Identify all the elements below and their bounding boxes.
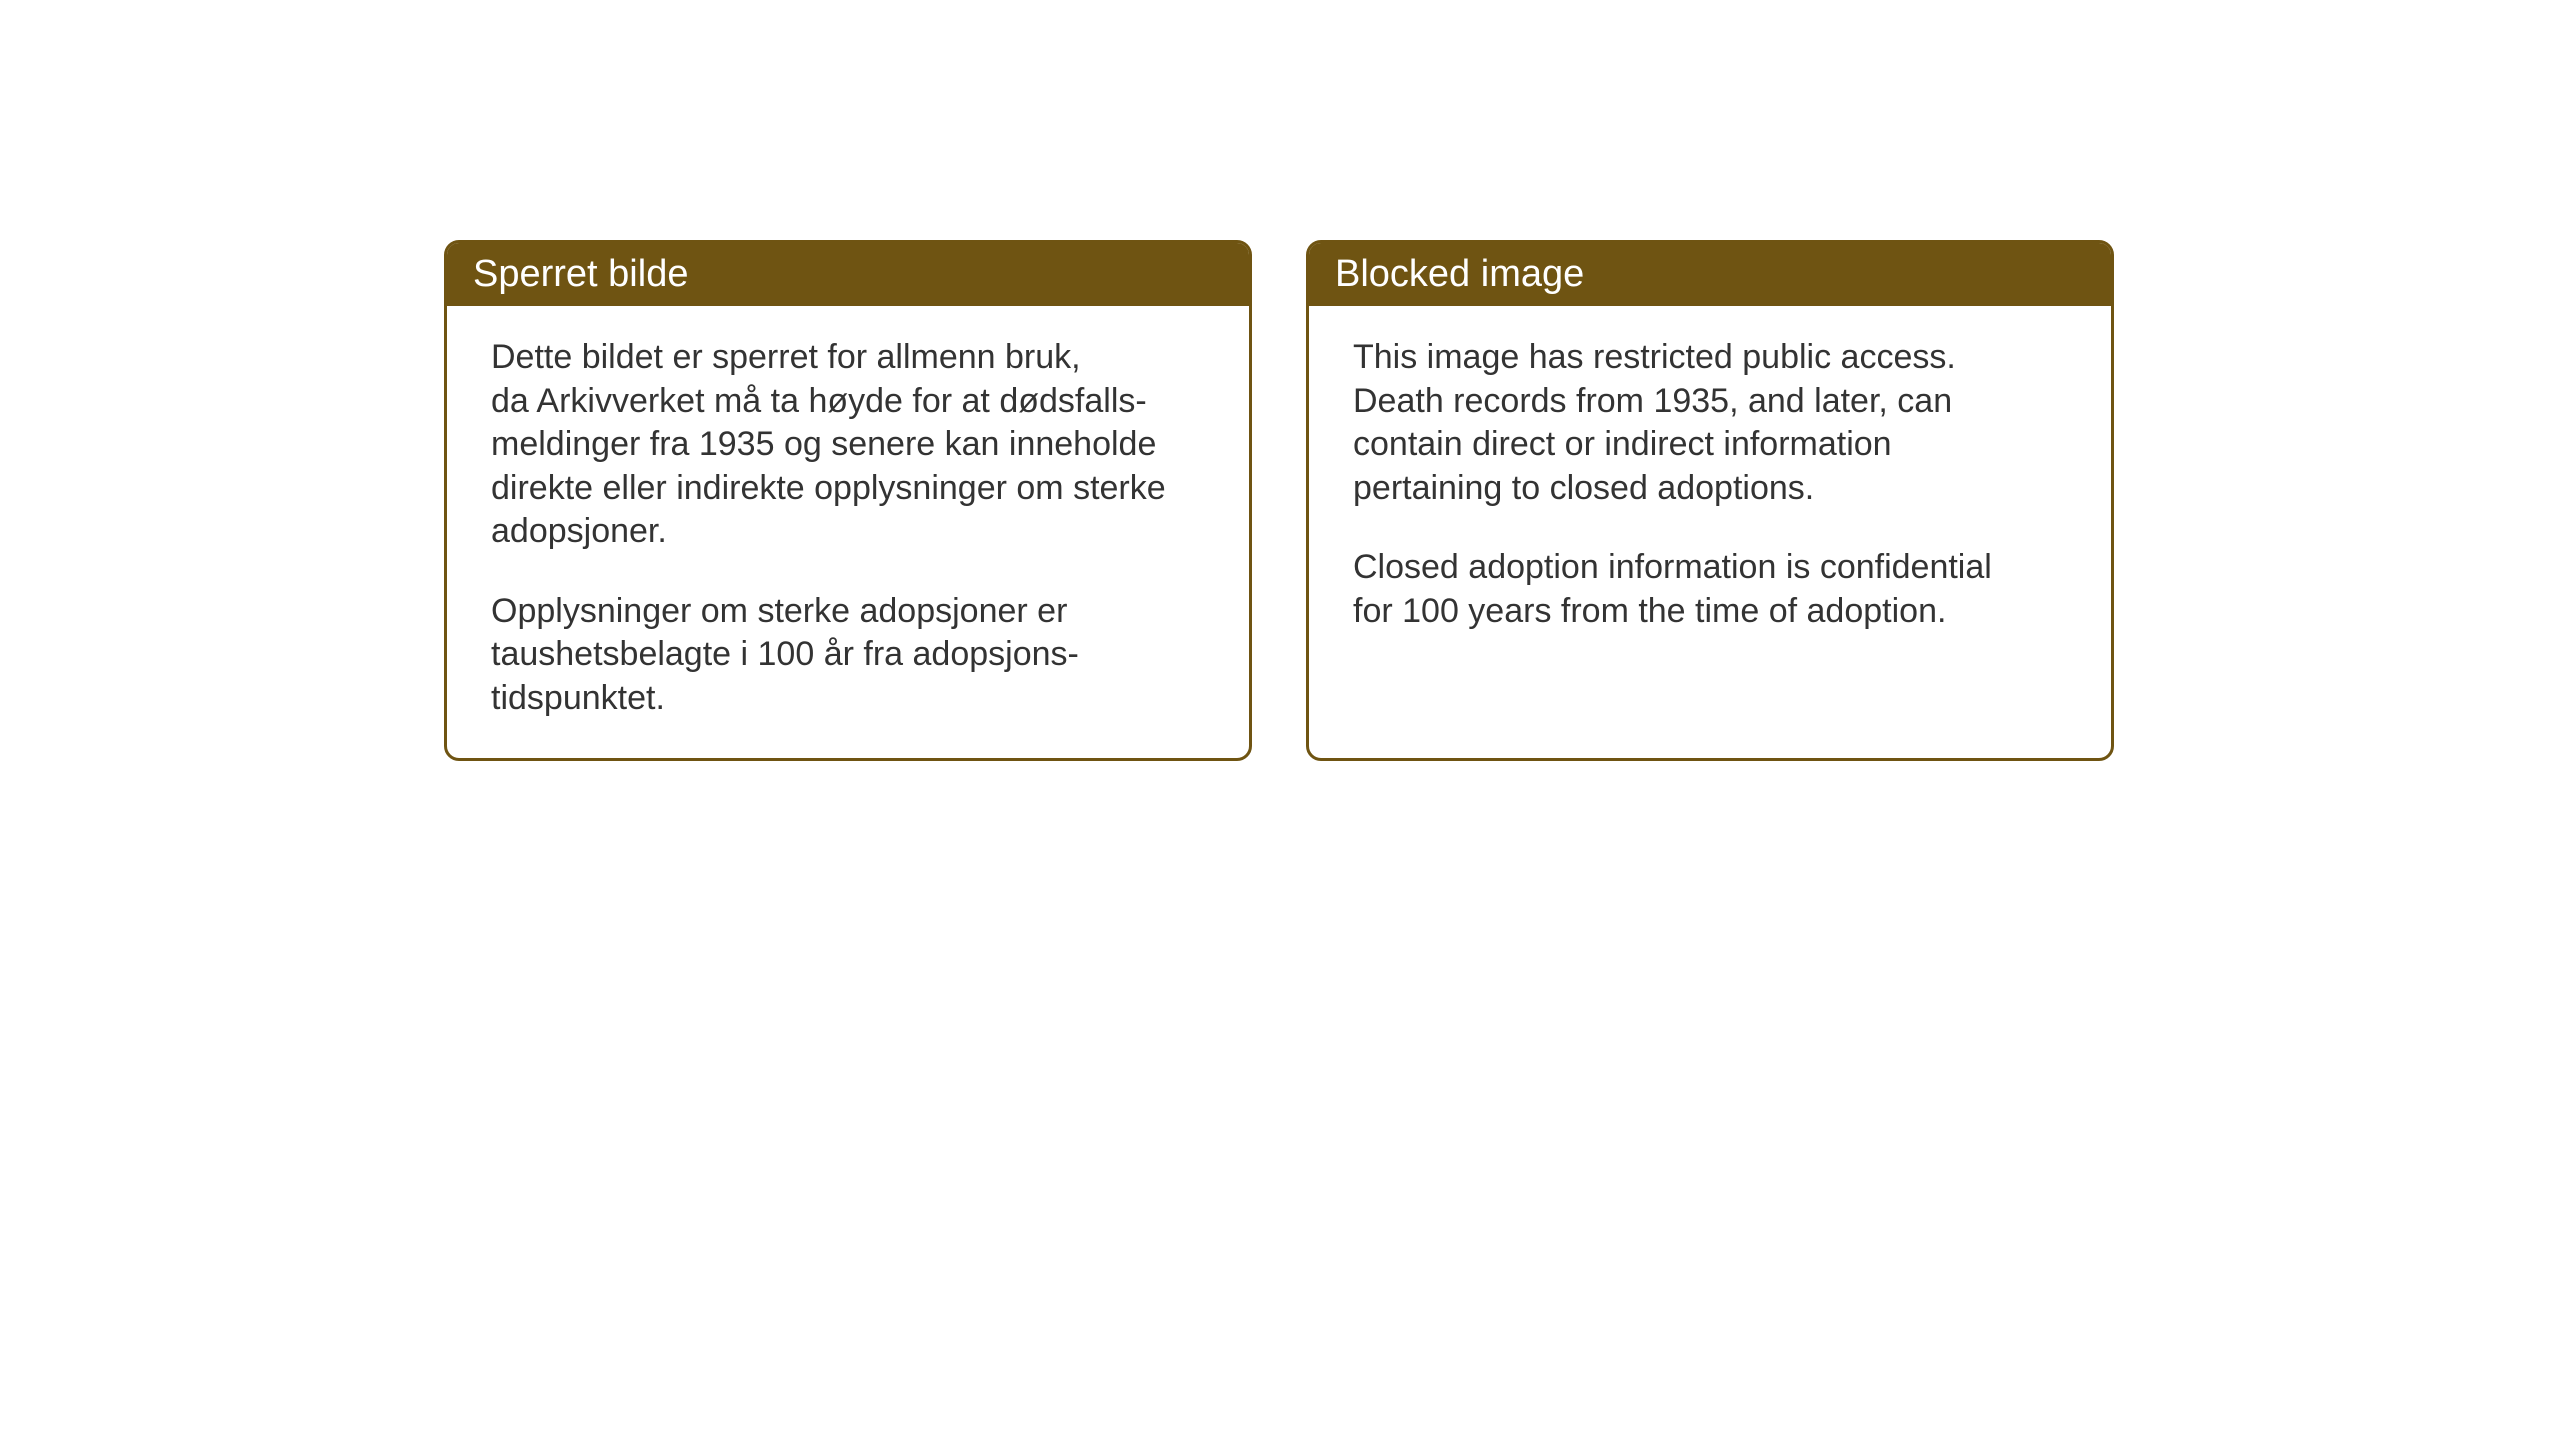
notice-text-line: for 100 years from the time of adoption.: [1353, 592, 1946, 630]
notice-text-line: adopsjoner.: [491, 512, 667, 550]
notice-box-norwegian: Sperret bilde Dette bildet er sperret fo…: [444, 240, 1252, 761]
notice-body-english: This image has restricted public access.…: [1309, 306, 2111, 671]
notice-text-line: direkte eller indirekte opplysninger om …: [491, 469, 1166, 507]
notice-text-line: tidspunktet.: [491, 679, 665, 717]
notice-text-line: Death records from 1935, and later, can: [1353, 382, 1952, 420]
notice-text-line: taushetsbelagte i 100 år fra adopsjons-: [491, 635, 1079, 673]
notice-text-line: Opplysninger om sterke adopsjoner er: [491, 592, 1067, 630]
notice-text-line: This image has restricted public access.: [1353, 338, 1956, 376]
notice-text-line: contain direct or indirect information: [1353, 425, 1892, 463]
notice-text-line: Closed adoption information is confident…: [1353, 548, 1992, 586]
notice-body-norwegian: Dette bildet er sperret for allmenn bruk…: [447, 306, 1249, 758]
notice-paragraph-2-english: Closed adoption information is confident…: [1353, 546, 2067, 633]
notice-text-line: meldinger fra 1935 og senere kan innehol…: [491, 425, 1156, 463]
notice-header-norwegian: Sperret bilde: [447, 243, 1249, 306]
notice-text-line: Dette bildet er sperret for allmenn bruk…: [491, 338, 1081, 376]
notice-paragraph-1-english: This image has restricted public access.…: [1353, 336, 2067, 510]
notice-box-english: Blocked image This image has restricted …: [1306, 240, 2114, 761]
notice-header-english: Blocked image: [1309, 243, 2111, 306]
notice-paragraph-2-norwegian: Opplysninger om sterke adopsjoner er tau…: [491, 590, 1205, 721]
notice-text-line: da Arkivverket må ta høyde for at dødsfa…: [491, 382, 1147, 420]
notice-container: Sperret bilde Dette bildet er sperret fo…: [444, 240, 2114, 761]
notice-text-line: pertaining to closed adoptions.: [1353, 469, 1814, 507]
notice-paragraph-1-norwegian: Dette bildet er sperret for allmenn bruk…: [491, 336, 1205, 554]
